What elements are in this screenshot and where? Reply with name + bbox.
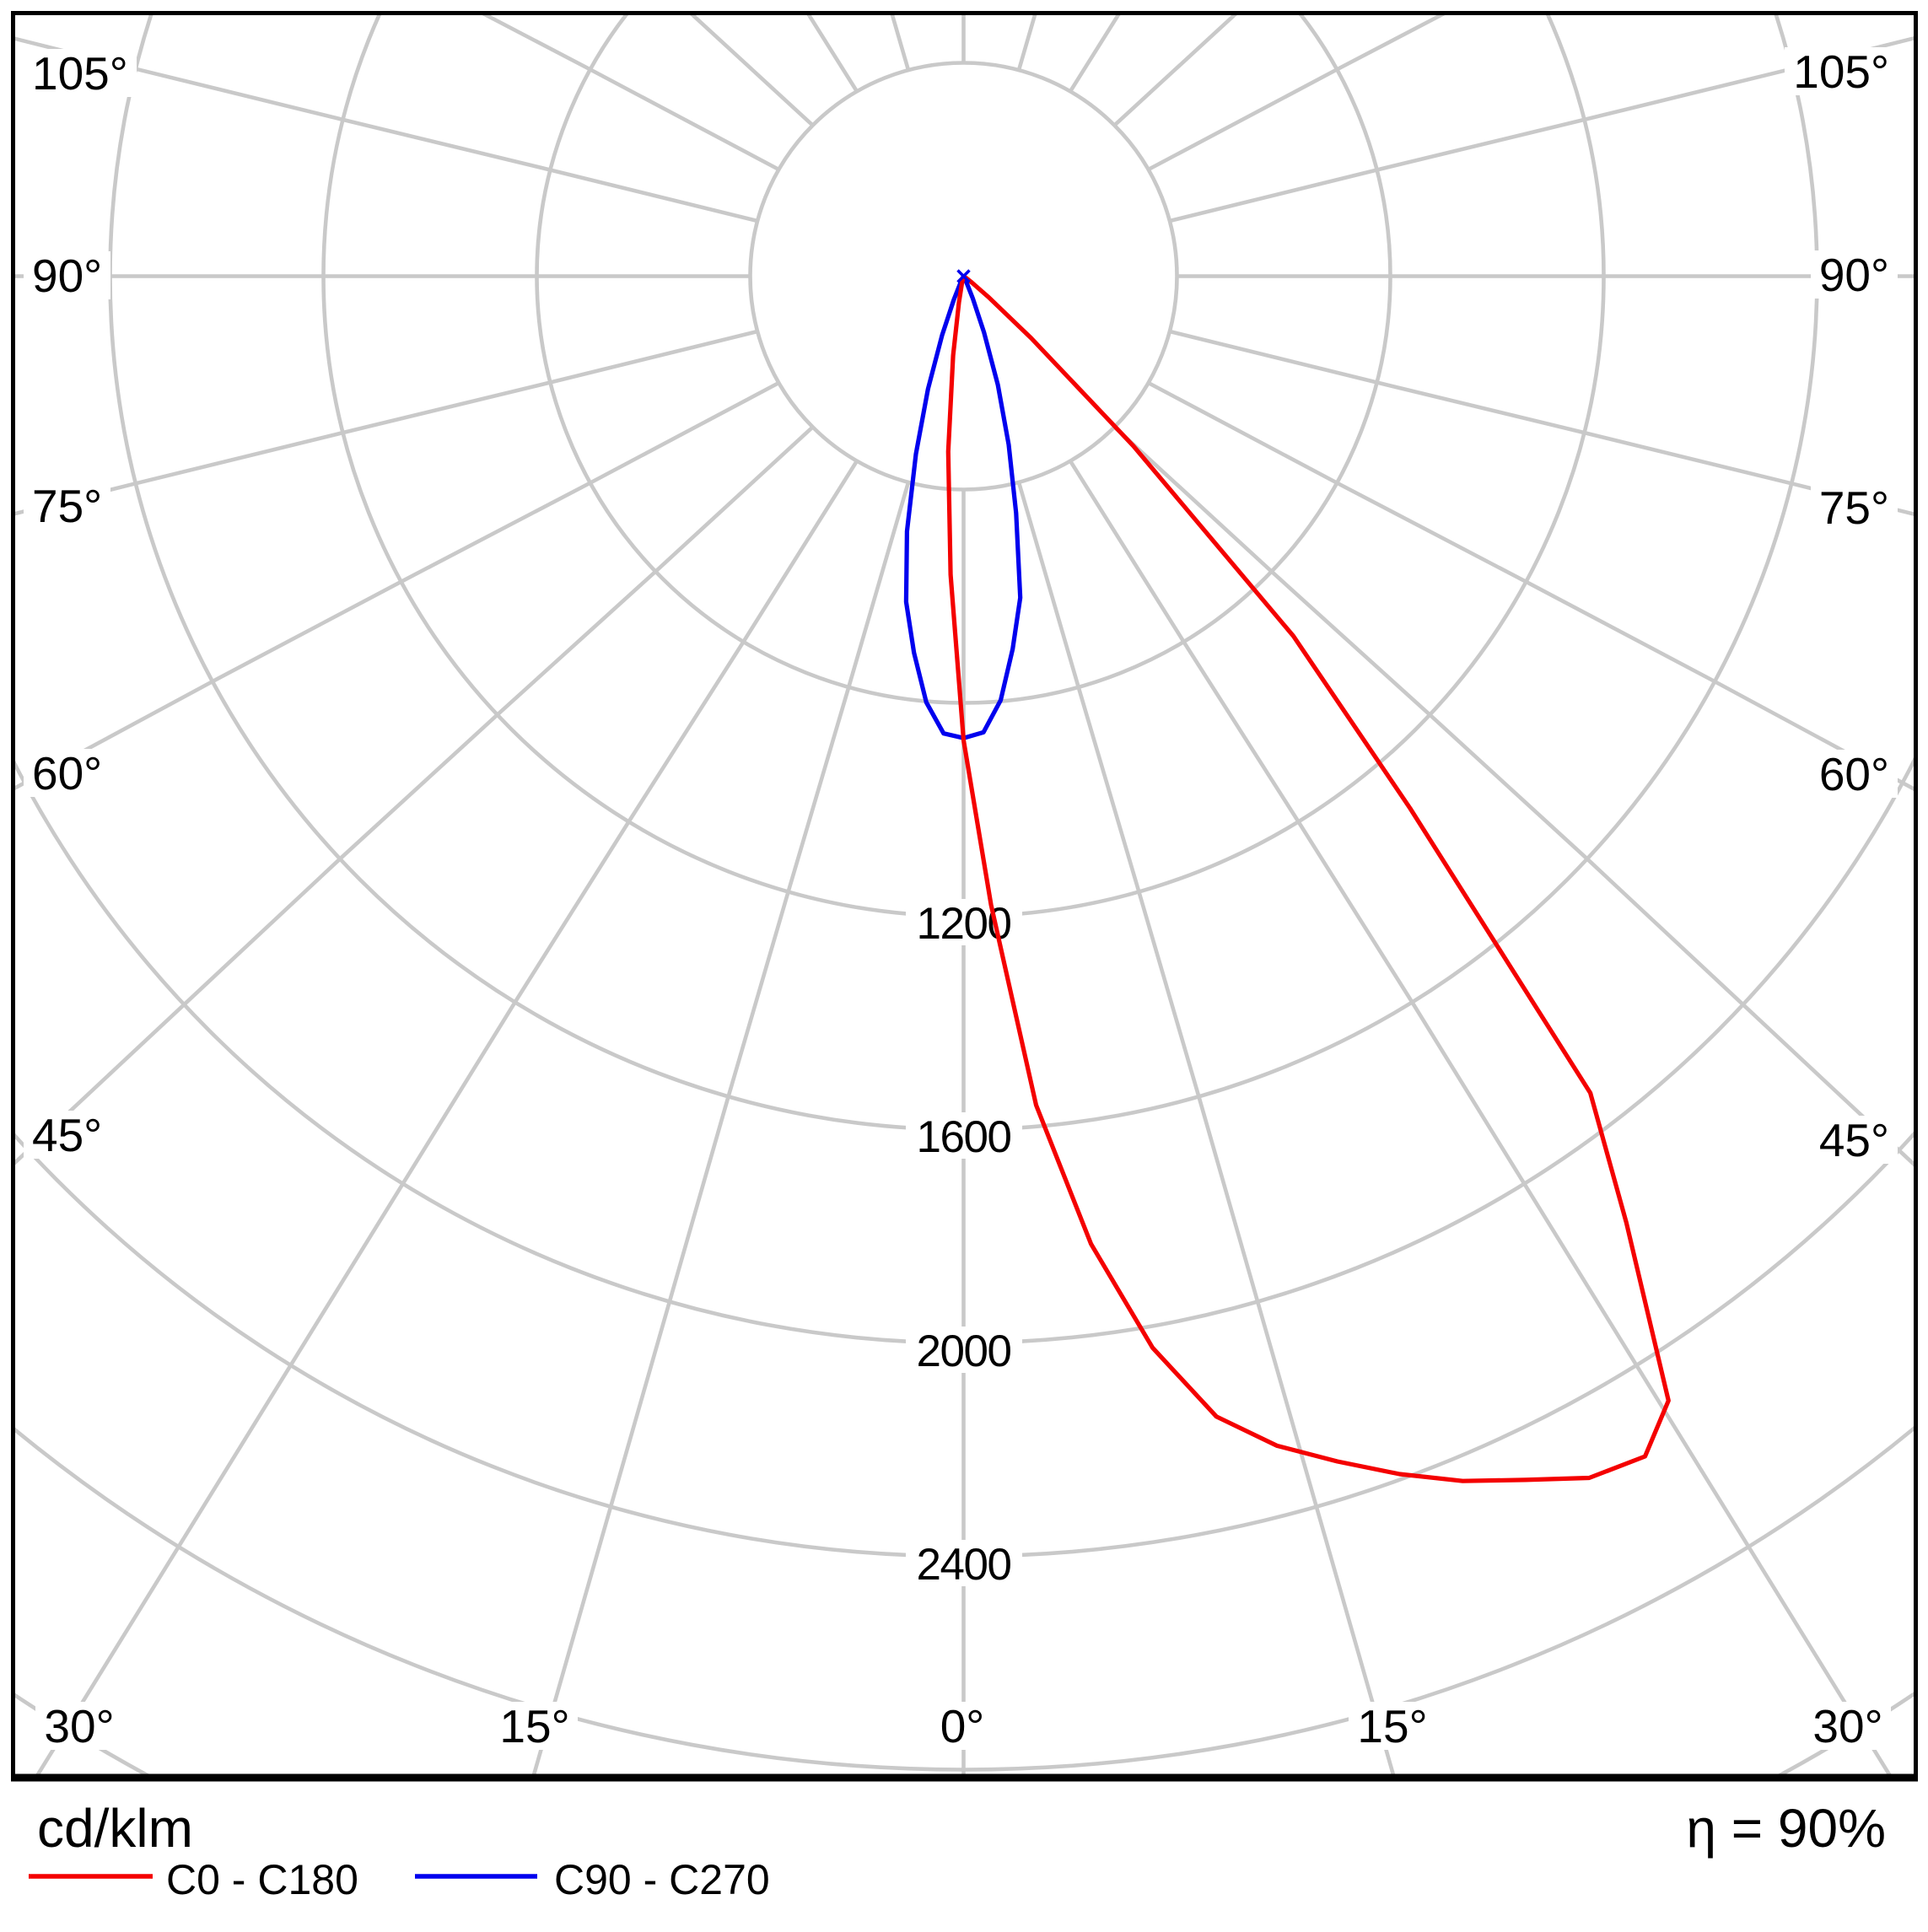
svg-text:0°: 0° [940,1700,985,1752]
svg-text:1600: 1600 [917,1112,1011,1162]
svg-text:15°: 15° [499,1700,569,1752]
svg-text:105°: 105° [1793,46,1889,98]
svg-text:15°: 15° [1357,1700,1427,1752]
svg-text:30°: 30° [1812,1700,1882,1752]
svg-text:90°: 90° [1819,249,1889,301]
svg-text:90°: 90° [32,250,102,302]
svg-text:cd/klm: cd/klm [37,1798,193,1859]
svg-text:60°: 60° [32,747,102,799]
svg-text:45°: 45° [1819,1114,1889,1166]
svg-text:2000: 2000 [917,1327,1011,1376]
svg-text:75°: 75° [32,480,102,532]
svg-text:45°: 45° [32,1109,102,1161]
svg-text:75°: 75° [1819,482,1889,534]
svg-text:η = 90%: η = 90% [1686,1798,1886,1859]
svg-text:C90 - C270: C90 - C270 [554,1856,770,1903]
svg-text:60°: 60° [1819,748,1889,800]
svg-text:105°: 105° [32,47,128,100]
svg-text:2400: 2400 [917,1540,1011,1590]
svg-text:30°: 30° [44,1700,114,1752]
svg-text:C0 - C180: C0 - C180 [166,1856,358,1903]
